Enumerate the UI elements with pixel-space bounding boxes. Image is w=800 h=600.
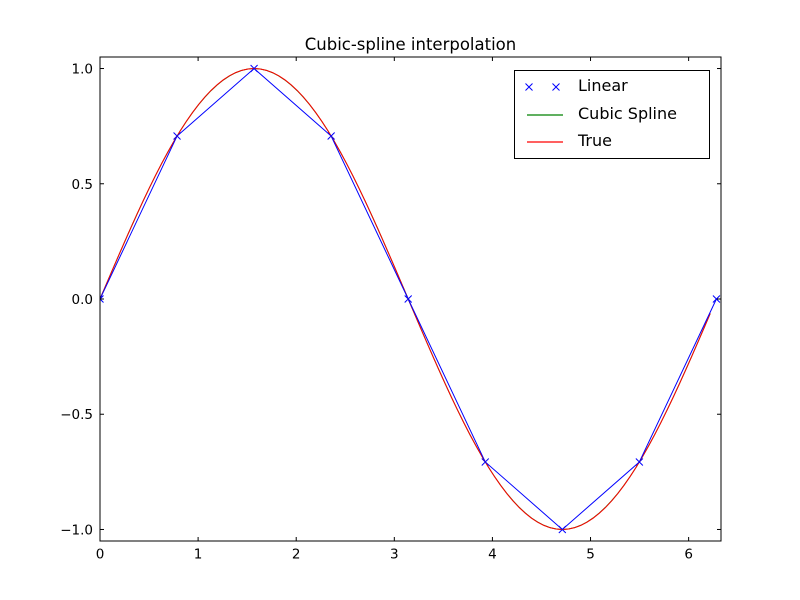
chart-title: Cubic-spline interpolation bbox=[304, 35, 517, 54]
legend-label-true: True bbox=[578, 130, 612, 150]
legend-handle-cubic-spline bbox=[515, 108, 578, 122]
y-tick-label: −0.5 bbox=[60, 407, 93, 423]
x-tick-label: 5 bbox=[586, 547, 595, 563]
legend: Linear Cubic Spline True bbox=[514, 70, 710, 159]
series-group bbox=[100, 64, 721, 534]
legend-label-cubic-spline: Cubic Spline bbox=[578, 103, 677, 123]
legend-label-linear: Linear bbox=[578, 76, 628, 96]
legend-handle-linear bbox=[515, 80, 578, 94]
x-marker-icon bbox=[525, 83, 560, 92]
legend-row-cubic-spline: Cubic Spline bbox=[515, 102, 709, 128]
x-tick-label: 4 bbox=[488, 547, 497, 563]
y-tick-label: 0.5 bbox=[72, 177, 93, 193]
linear-polyline bbox=[100, 67, 717, 531]
line-sample-icon bbox=[527, 141, 563, 143]
x-tick-label: 0 bbox=[96, 547, 105, 563]
x-tick-label: 3 bbox=[390, 547, 399, 563]
legend-row-true: True bbox=[515, 129, 709, 155]
x-tick-label: 2 bbox=[292, 547, 301, 563]
y-tick-label: 1.0 bbox=[72, 62, 93, 78]
y-tick-label: −1.0 bbox=[60, 522, 93, 538]
x-tick-label: 6 bbox=[684, 547, 693, 563]
legend-row-linear: Linear bbox=[515, 74, 709, 100]
x-tick-label: 1 bbox=[194, 547, 203, 563]
line-sample-icon bbox=[527, 113, 563, 116]
legend-handle-true bbox=[515, 135, 578, 149]
y-tick-label: 0.0 bbox=[72, 292, 93, 308]
